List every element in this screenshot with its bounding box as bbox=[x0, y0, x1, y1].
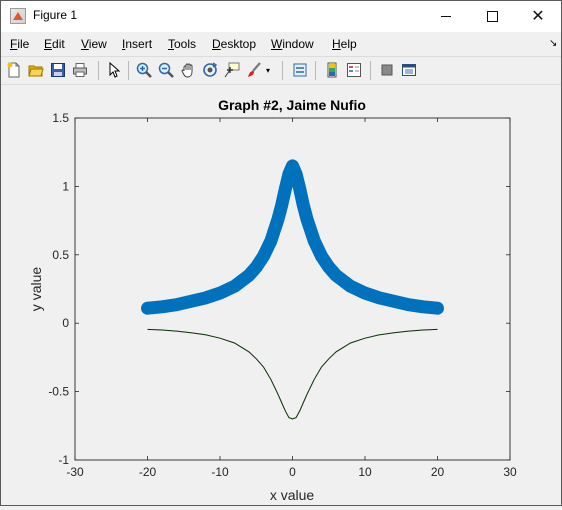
minimize-button[interactable] bbox=[423, 1, 469, 32]
hide-plot-tools-icon[interactable] bbox=[378, 61, 396, 79]
data-point bbox=[389, 296, 399, 306]
data-point bbox=[244, 270, 254, 280]
series-line-tint bbox=[147, 329, 438, 420]
matlab-icon bbox=[10, 8, 26, 24]
data-point bbox=[277, 200, 287, 211]
data-cursor-icon[interactable] bbox=[223, 61, 241, 79]
toolbar-separator bbox=[128, 61, 129, 80]
data-point bbox=[302, 214, 312, 224]
data-point bbox=[280, 184, 290, 194]
menu-tools[interactable]: Tools bbox=[168, 37, 197, 51]
toolbar-separator bbox=[282, 61, 283, 80]
data-point bbox=[157, 302, 167, 312]
data-point bbox=[324, 262, 334, 272]
y-tick-label: -1 bbox=[58, 453, 69, 467]
data-point bbox=[309, 236, 319, 246]
data-point bbox=[142, 303, 153, 313]
y-axis-label: y value bbox=[28, 267, 44, 312]
figure-canvas[interactable]: -30 -20 -10 0 10 20 30 -1 -0.5 0 0.5 1 1.5 Graph #2,… bbox=[1, 85, 561, 505]
data-point bbox=[345, 281, 356, 291]
x-tick-label: 30 bbox=[503, 465, 517, 479]
maximize-icon bbox=[486, 11, 498, 22]
x-axis-label: x value bbox=[270, 487, 315, 503]
menu-view[interactable]: View bbox=[81, 37, 107, 51]
data-point bbox=[291, 169, 301, 179]
data-point bbox=[287, 161, 298, 171]
chart-title: Graph #2, Jaime Nufio bbox=[218, 97, 366, 113]
x-tick-label: 20 bbox=[431, 465, 445, 479]
x-tick-label: -20 bbox=[139, 465, 157, 479]
data-point bbox=[284, 169, 294, 179]
data-point bbox=[215, 288, 225, 298]
toolbar-separator bbox=[370, 61, 371, 80]
data-point bbox=[331, 270, 341, 280]
series-marker-band bbox=[141, 159, 444, 315]
legend-icon[interactable] bbox=[345, 61, 363, 79]
data-point bbox=[360, 288, 370, 298]
title-bar[interactable]: Figure 1 ✕ bbox=[1, 1, 561, 32]
data-point bbox=[200, 293, 211, 303]
figure-toolbar: ▾ bbox=[1, 57, 561, 85]
data-point bbox=[266, 236, 276, 246]
data-point bbox=[418, 302, 428, 312]
minimize-icon bbox=[441, 16, 451, 17]
colorbar-icon[interactable] bbox=[323, 61, 341, 79]
data-point bbox=[273, 214, 283, 224]
new-figure-icon[interactable] bbox=[5, 61, 23, 79]
data-point bbox=[258, 251, 269, 261]
dock-arrow-icon[interactable]: ↘ bbox=[549, 38, 558, 49]
data-point bbox=[295, 184, 305, 194]
data-point bbox=[403, 300, 414, 310]
open-file-icon[interactable] bbox=[27, 61, 45, 79]
menu-insert[interactable]: Insert bbox=[122, 37, 153, 51]
window-title: Figure 1 bbox=[33, 8, 78, 22]
close-button[interactable]: ✕ bbox=[515, 1, 561, 32]
rotate-3d-icon[interactable] bbox=[201, 61, 219, 79]
data-point bbox=[298, 200, 308, 211]
ticks-layer: -30 -20 -10 0 10 20 30 -1 -0.5 0 0.5 1 1.5 bbox=[48, 111, 517, 479]
plot-layer bbox=[141, 159, 444, 420]
series-line bbox=[147, 328, 438, 420]
zoom-in-icon[interactable] bbox=[135, 61, 153, 79]
x-tick-label: 0 bbox=[289, 465, 296, 479]
maximize-button[interactable] bbox=[469, 1, 515, 32]
pan-icon[interactable] bbox=[179, 61, 197, 79]
y-tick-label: -0.5 bbox=[48, 385, 69, 399]
data-point bbox=[171, 300, 182, 310]
show-plot-tools-icon[interactable] bbox=[400, 61, 418, 79]
y-tick-label: 1 bbox=[62, 179, 69, 193]
data-point bbox=[316, 251, 327, 261]
data-point bbox=[432, 303, 443, 313]
y-tick-label: 1.5 bbox=[52, 111, 69, 125]
menu-bar: File Edit View Insert Tools Desktop Wind… bbox=[1, 32, 561, 57]
toolbar-separator bbox=[98, 61, 99, 80]
x-tick-label: 10 bbox=[358, 465, 372, 479]
plot-svg[interactable]: -30 -20 -10 0 10 20 30 -1 -0.5 0 0.5 1 1.5 Graph #2,… bbox=[1, 85, 561, 505]
save-icon[interactable] bbox=[49, 61, 67, 79]
brush-dropdown-icon[interactable]: ▾ bbox=[265, 65, 270, 75]
menu-file[interactable]: File bbox=[10, 37, 30, 51]
y-tick-label: 0 bbox=[62, 316, 69, 330]
print-icon[interactable] bbox=[71, 61, 89, 79]
menu-help[interactable]: Help bbox=[332, 37, 357, 51]
y-tick-label: 0.5 bbox=[52, 248, 69, 262]
data-point bbox=[186, 296, 196, 306]
data-point bbox=[251, 262, 261, 272]
link-plot-icon[interactable] bbox=[291, 61, 309, 79]
data-point bbox=[374, 293, 385, 303]
menu-window[interactable]: Window bbox=[271, 37, 314, 51]
data-point bbox=[229, 281, 240, 291]
x-tick-label: -30 bbox=[66, 465, 84, 479]
brush-icon[interactable] bbox=[245, 61, 263, 79]
x-tick-label: -10 bbox=[211, 465, 229, 479]
menu-desktop[interactable]: Desktop bbox=[212, 37, 257, 51]
close-icon: ✕ bbox=[531, 7, 545, 25]
zoom-out-icon[interactable] bbox=[157, 61, 175, 79]
pointer-icon[interactable] bbox=[105, 61, 123, 79]
toolbar-separator bbox=[315, 61, 316, 80]
menu-edit[interactable]: Edit bbox=[44, 37, 65, 51]
